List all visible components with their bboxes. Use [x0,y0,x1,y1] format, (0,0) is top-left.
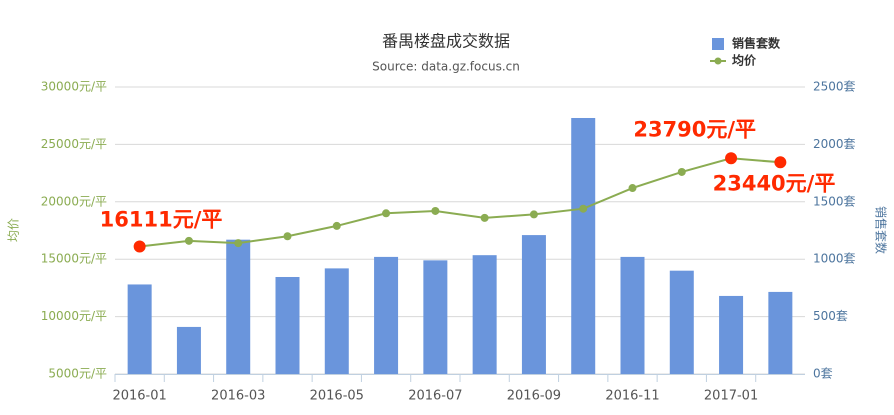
y-tick-label: 20000元/平 [41,194,107,208]
legend-label: 销售套数 [732,36,781,51]
y2-tick-label: 0套 [813,367,833,381]
y2-tick-label: 2500套 [813,80,856,94]
data-label: 23440元/平 [713,171,836,195]
y2-axis-title: 销售套数 [874,206,889,254]
point [725,152,738,165]
point [628,184,637,193]
chart-title: 番禺楼盘成交数据 [382,32,510,51]
x-tick-label: 2016-11 [605,389,659,404]
y2-tick-label: 2000套 [813,137,856,151]
point [431,206,440,215]
bar [521,235,546,374]
bar [472,255,497,374]
point [133,240,146,253]
legend-label: 均价 [732,53,757,68]
point [382,209,391,218]
point [529,210,538,219]
y-axis-title: 均价 [7,218,21,242]
x-tick-label: 2016-01 [112,389,166,404]
legend-swatch [712,38,724,50]
bar [620,256,645,374]
point [774,156,787,169]
y2-tick-label: 1000套 [813,252,856,266]
data-label: 16111元/平 [100,207,223,231]
x-tick-label: 2016-03 [211,389,265,404]
bar [768,291,793,374]
x-tick-label: 2017-01 [704,389,758,404]
x-tick-label: 2016-09 [507,389,561,404]
data-label: 23790元/平 [633,117,756,141]
y2-tick-label: 1500套 [813,194,856,208]
bar [176,326,201,374]
y-tick-label: 30000元/平 [41,80,107,94]
point [579,204,588,213]
y-tick-label: 5000元/平 [48,367,107,381]
bar [374,256,399,374]
bar [669,270,694,374]
bar [719,295,744,374]
bar [571,117,596,374]
bar [324,268,349,374]
legend-swatch [714,57,722,65]
point [184,236,193,245]
y-tick-label: 15000元/平 [41,252,107,266]
bar [127,284,152,374]
point [677,167,686,176]
point [332,221,341,230]
line [139,157,781,248]
x-tick-label: 2016-07 [408,389,462,404]
point [283,232,292,241]
x-tick-label: 2016-05 [310,389,364,404]
y-tick-label: 10000元/平 [41,309,107,323]
bar [226,239,251,374]
point [234,239,243,248]
bar [423,260,448,374]
y-tick-label: 25000元/平 [41,137,107,151]
bar [275,276,300,374]
y2-tick-label: 500套 [813,309,848,323]
point [480,213,489,222]
chart-subtitle: Source: data.gz.focus.cn [372,60,520,74]
